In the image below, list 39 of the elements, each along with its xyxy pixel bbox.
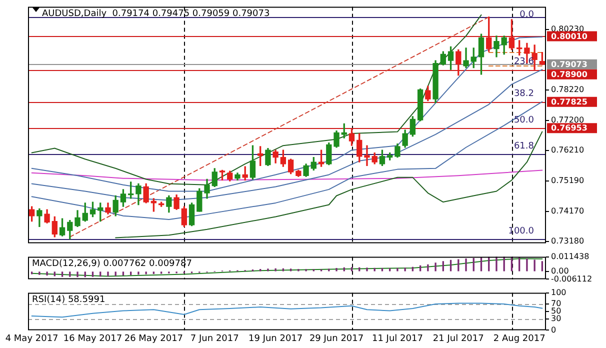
annotation: 61.8 [514, 142, 534, 152]
x-tick-label: 16 May 2017 [63, 334, 122, 344]
chart-title: MACD(12,26,9) 0.007762 0.009787 [32, 259, 192, 270]
x-tick-label: 11 Jul 2017 [372, 334, 423, 344]
y-tick-label: 0.011438 [551, 252, 590, 261]
y-tick-label: 30 [551, 314, 562, 324]
annotation: 100.0 [508, 226, 534, 236]
y-tick-label: 0.80230 [551, 24, 584, 34]
x-tick-label: 29 Jun 2017 [309, 334, 364, 344]
y-tick-label: 0.00 [551, 266, 569, 276]
y-tick-label: 70 [551, 299, 562, 308]
y-tick-label: 0.78220 [551, 85, 584, 94]
ref-line-label: 0.78900 [551, 70, 588, 79]
x-tick-label: 21 Jul 2017 [432, 334, 484, 344]
y-tick-label: 50 [551, 306, 562, 316]
ref-line-label: 0.77825 [551, 97, 588, 106]
annotation: 23.6 [514, 56, 534, 67]
x-tick-label: 26 May 2017 [124, 334, 184, 344]
x-tick-label: 4 May 2017 [5, 334, 58, 344]
candlestick [364, 145, 370, 166]
x-tick-label: 19 Jun 2017 [248, 334, 303, 344]
ref-line-label: 0.80010 [551, 32, 588, 41]
y-tick-label: 0.77200 [551, 116, 584, 125]
y-tick-label: 0.74170 [551, 206, 584, 216]
ref-line-label: 0.76953 [551, 124, 588, 133]
x-tick-label: 2 Aug 2017 [493, 334, 546, 344]
annotation: 50.0 [514, 115, 534, 126]
chart-title: RSI(14) 58.5991 [32, 295, 106, 306]
y-tick-label: 0 [551, 325, 556, 334]
y-tick-label: 0.76210 [551, 145, 584, 154]
y-tick-label: 0.75190 [551, 176, 584, 186]
y-tick-label: 0.73180 [551, 236, 584, 246]
x-tick-label: 7 Jun 2017 [190, 334, 239, 344]
y-tick-label: 100 [551, 288, 566, 297]
annotation: 38.2 [514, 89, 534, 100]
annotation: 0.0 [520, 10, 534, 20]
ref-line-label: 0.79073 [551, 60, 588, 69]
y-tick-label: -0.006112 [551, 274, 592, 284]
chart-title: AUDUSD,Daily 0.79174 0.79475 0.79059 0.79073 [42, 9, 270, 20]
